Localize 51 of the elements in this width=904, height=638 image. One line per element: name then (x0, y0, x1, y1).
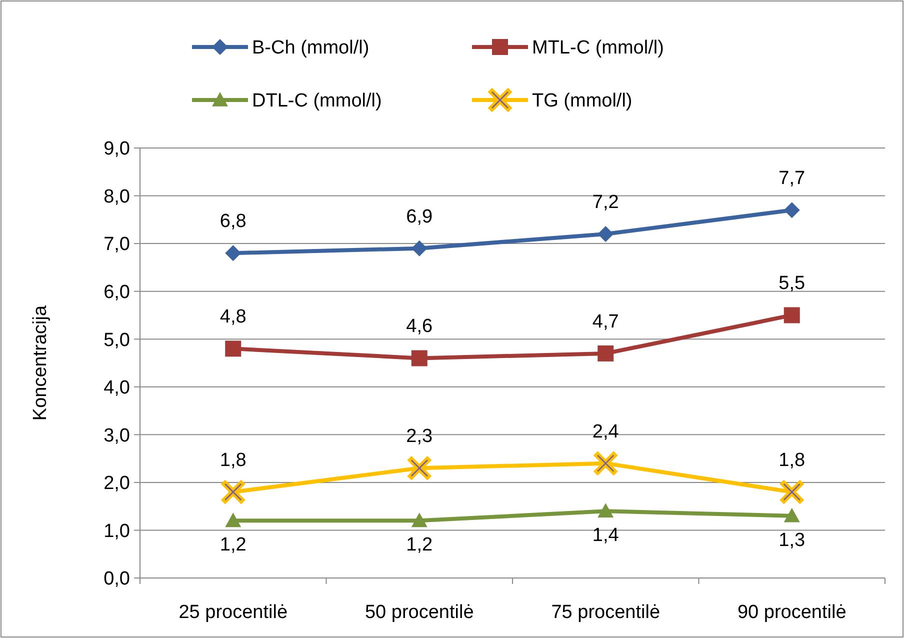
point (598, 226, 614, 242)
x-tick-label: 90 procentilė (737, 602, 846, 623)
x-tick-label: 50 procentilė (364, 602, 474, 623)
point (225, 512, 242, 528)
point (411, 240, 428, 256)
y-tick-label: 1,0 (104, 520, 130, 542)
data-label: 6,8 (220, 211, 246, 232)
legend-label: DTL-C (mmol/l) (252, 90, 382, 112)
y-tick-label: 6,0 (104, 282, 130, 303)
data-label: 1,8 (778, 450, 806, 471)
legend-label: B-Ch (mmol/l) (252, 38, 370, 59)
point (780, 481, 803, 503)
data-label: 4,7 (592, 311, 619, 332)
x-tick-label: 75 procentilė (551, 602, 660, 623)
y-tick-label: 8,0 (104, 186, 130, 208)
point (225, 245, 242, 262)
y-tick-label: 9,0 (104, 138, 130, 160)
point (225, 340, 242, 357)
y-tick-label: 3,0 (104, 425, 130, 446)
y-tick-label: 7,0 (104, 234, 130, 256)
point (784, 202, 800, 218)
legend-label: MTL-C (mmol/l) (532, 38, 664, 59)
point (411, 512, 428, 528)
data-label: 2,4 (592, 421, 620, 442)
data-label: 7,2 (592, 192, 619, 213)
data-label: 5,5 (778, 273, 806, 294)
y-tick-label: 5,0 (104, 330, 130, 351)
point (784, 508, 800, 522)
point (598, 345, 614, 362)
point (594, 452, 617, 474)
point (784, 307, 800, 324)
data-label: 4,8 (220, 306, 246, 328)
x-tick-label: 25 procentilė (178, 602, 288, 623)
data-label: 1,2 (220, 534, 246, 556)
data-label: 4,6 (406, 316, 433, 338)
data-label: 7,7 (778, 168, 806, 190)
point (222, 481, 244, 503)
point (411, 350, 428, 366)
y-tick-label: 4,0 (104, 378, 130, 399)
data-label: 1,2 (406, 534, 433, 556)
point (598, 503, 614, 518)
data-label: 1,3 (778, 530, 806, 551)
legend-label: TG (mmol/l) (532, 90, 632, 112)
data-label: 2,3 (406, 426, 433, 448)
y-tick-label: 2,0 (104, 473, 130, 494)
y-axis-title: Koncentracija (30, 305, 51, 421)
data-label: 6,9 (406, 206, 433, 228)
y-tick-label: 0,0 (104, 568, 130, 590)
data-label: 1,4 (592, 525, 620, 546)
data-label: 1,8 (220, 450, 246, 471)
point (408, 457, 430, 480)
